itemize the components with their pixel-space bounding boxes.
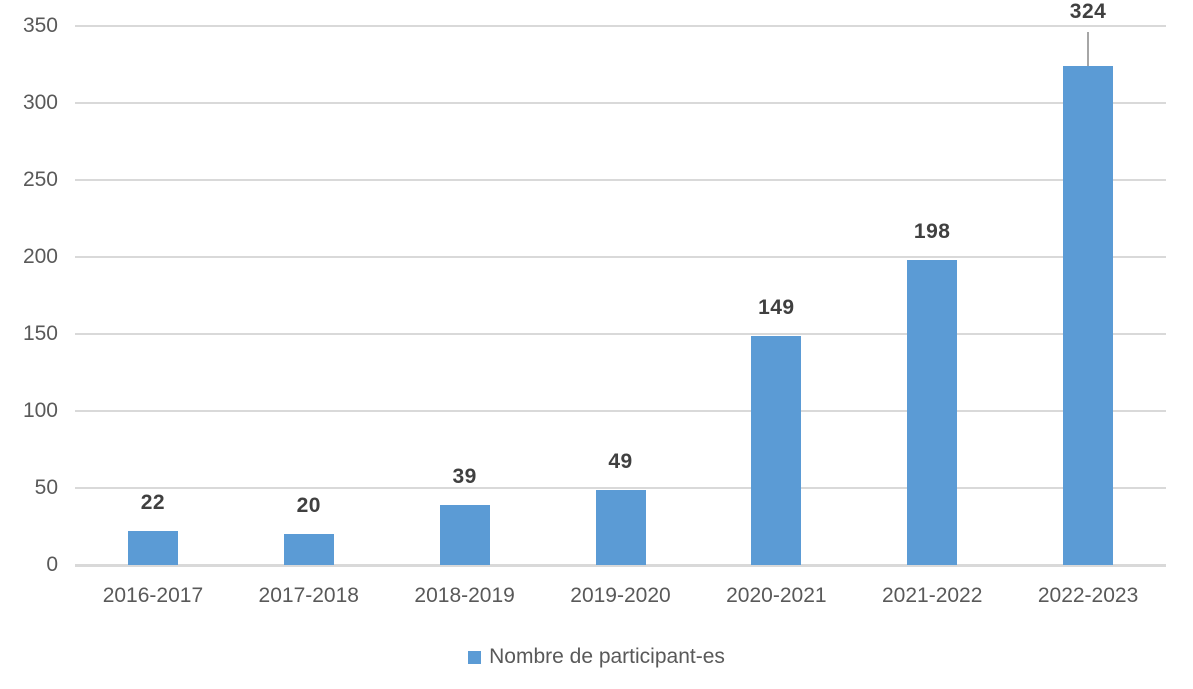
x-tick-label-2022-2023: 2022-2023: [1037, 584, 1139, 607]
x-tick-label-2016-2017: 2016-2017: [102, 584, 204, 607]
x-axis-line: [75, 564, 1166, 567]
label-leader-line: [1087, 32, 1090, 67]
gridline-350: [75, 25, 1166, 27]
bar-2018-2019: [439, 504, 490, 565]
y-tick-label-150: 150: [22, 322, 58, 345]
plot-area: [75, 0, 1166, 689]
bar-2016-2017: [127, 531, 178, 565]
legend-label: Nombre de participant-es: [489, 645, 725, 668]
bar-2020-2021: [751, 335, 802, 565]
y-tick-label-50: 50: [34, 476, 58, 499]
bar-2021-2022: [907, 260, 958, 565]
y-tick-label-350: 350: [22, 14, 58, 37]
gridline-150: [75, 333, 1166, 335]
legend-marker-icon: [468, 650, 482, 664]
gridline-250: [75, 179, 1166, 181]
x-tick-label-2017-2018: 2017-2018: [258, 584, 359, 607]
bar-2017-2018: [283, 534, 334, 565]
gridline-100: [75, 410, 1166, 412]
y-tick-label-200: 200: [22, 245, 58, 268]
data-label-2017-2018: 20: [296, 494, 321, 518]
y-tick-label-0: 0: [46, 553, 58, 576]
gridline-50: [75, 487, 1166, 489]
data-label-2021-2022: 198: [913, 220, 951, 244]
y-tick-label-100: 100: [22, 399, 58, 422]
legend: Nombre de participant-es: [0, 645, 1193, 669]
x-tick-label-2020-2021: 2020-2021: [726, 584, 827, 607]
x-tick-label-2018-2019: 2018-2019: [414, 584, 515, 607]
data-label-2022-2023: 324: [1069, 0, 1107, 23]
bar-2022-2023: [1063, 66, 1114, 565]
x-tick-label-2019-2020: 2019-2020: [570, 584, 671, 607]
data-label-2020-2021: 149: [758, 295, 795, 319]
y-tick-label-300: 300: [22, 91, 58, 114]
x-tick-label-2021-2022: 2021-2022: [881, 584, 983, 607]
bar-2019-2020: [595, 489, 646, 565]
y-tick-label-250: 250: [22, 168, 58, 191]
data-label-2018-2019: 39: [452, 464, 477, 488]
data-label-2016-2017: 22: [140, 491, 166, 515]
data-label-2019-2020: 49: [608, 449, 633, 473]
gridline-200: [75, 256, 1166, 258]
gridline-300: [75, 102, 1166, 104]
